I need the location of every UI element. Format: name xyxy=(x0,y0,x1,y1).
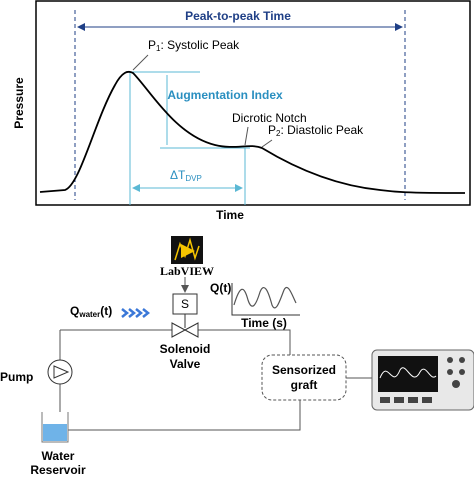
y-label: Pressure xyxy=(12,77,26,129)
water xyxy=(43,424,67,441)
plot-frame xyxy=(35,0,471,206)
pointer xyxy=(261,139,273,148)
p2-label: P2: Diastolic Peak xyxy=(268,123,364,138)
signal-wave xyxy=(233,286,297,309)
signal-axis-label: Time (s) xyxy=(241,316,287,330)
pressure-curve xyxy=(39,70,466,194)
icon-play xyxy=(181,244,195,258)
augmentation-label: Augmentation Index xyxy=(167,88,283,102)
pump-label: Pump xyxy=(0,370,33,384)
pointer xyxy=(244,126,249,146)
tube xyxy=(60,329,291,355)
valve xyxy=(171,322,199,338)
peak-time-label: Peak-to-peak Time xyxy=(185,9,291,23)
software-label: LabVIEW xyxy=(160,264,214,278)
signal-label: Q(t) xyxy=(210,281,231,295)
monitor-buttons xyxy=(380,357,465,403)
notch-label: Dicrotic Notch xyxy=(232,111,307,125)
valve-label: Solenoid xyxy=(160,342,211,356)
pump-arrow xyxy=(53,365,70,379)
reservoir-label: Water xyxy=(42,449,75,463)
flow-label: Qwater(t) xyxy=(70,304,112,319)
pointer xyxy=(132,54,149,71)
reservoir-label: Reservoir xyxy=(30,463,86,474)
monitor-screen xyxy=(378,356,438,392)
x-label: Time xyxy=(216,208,244,222)
valve-label: Valve xyxy=(170,357,201,371)
signal-axes xyxy=(231,283,300,316)
monitor-wave xyxy=(379,367,437,379)
p1-label: P1: Systolic Peak xyxy=(148,38,240,53)
graft-label: Sensorized xyxy=(272,363,336,377)
graft-label: graft xyxy=(291,378,318,392)
flow-chevrons xyxy=(121,308,151,318)
control-label: S xyxy=(181,297,189,311)
delta-label: ΔTDVP xyxy=(170,168,202,183)
